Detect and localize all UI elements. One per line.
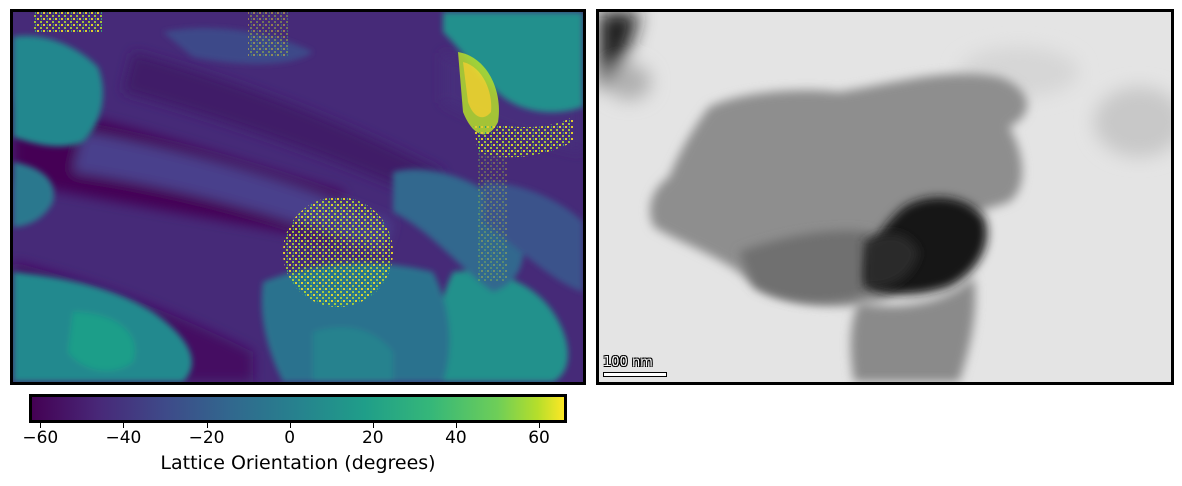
colorbar xyxy=(29,394,567,423)
colorbar-tick-label: −60 xyxy=(22,428,59,448)
colorbar-tick-label: 40 xyxy=(445,428,467,448)
colorbar-tick-label: −40 xyxy=(105,428,142,448)
colorbar-tick-label: 60 xyxy=(528,428,550,448)
colorbar-tick xyxy=(40,423,42,428)
colorbar-label: Lattice Orientation (degrees) xyxy=(160,452,436,474)
tem-micrograph: 100 nm xyxy=(596,9,1174,385)
colorbar-tick xyxy=(372,423,374,428)
colorbar-tick-label: 0 xyxy=(284,428,296,448)
colorbar-tick-label: −20 xyxy=(188,428,225,448)
colorbar-tick xyxy=(289,423,291,428)
colorbar-tick xyxy=(455,423,457,428)
colorbar-tick xyxy=(539,423,541,428)
scalebar-label: 100 nm xyxy=(603,355,653,370)
scalebar xyxy=(603,372,667,377)
orientation-map xyxy=(10,9,586,385)
colorbar-tick-label: 20 xyxy=(361,428,384,448)
colorbar-tick xyxy=(206,423,208,428)
tem-image xyxy=(599,12,1171,382)
colorbar-tick xyxy=(123,423,125,428)
orientation-map-image xyxy=(13,12,583,382)
